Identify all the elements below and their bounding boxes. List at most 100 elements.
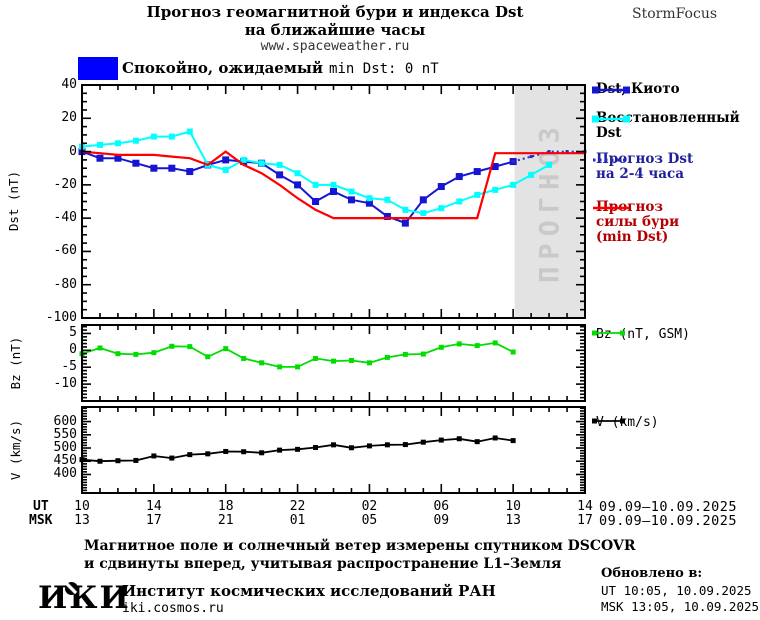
y-tick-label-bz: 0	[69, 342, 77, 358]
marker-bz	[151, 350, 157, 356]
legend-swatch	[593, 158, 629, 162]
marker-v	[295, 446, 301, 452]
x-tick-label-ut: 10	[74, 499, 90, 514]
legend-item-3: Прогноз силы бури (min Dst)	[592, 200, 679, 245]
marker-dst-restored	[366, 195, 373, 202]
marker-bz	[295, 364, 301, 370]
marker-dst-restored	[420, 210, 427, 217]
series-dst-forecast	[512, 150, 585, 163]
page-title: Прогноз геомагнитной бури и индекса Dst	[146, 3, 524, 21]
marker-dst-restored	[96, 141, 103, 148]
marker-dst-restored	[330, 181, 337, 188]
marker-bz	[474, 343, 480, 349]
x-tick-label-msk: 13	[74, 513, 90, 528]
marker-v	[474, 439, 480, 445]
marker-dst-kyoto	[437, 183, 445, 191]
marker-v	[151, 453, 157, 459]
marker-v	[115, 458, 121, 464]
y-tick-label-dst: -40	[53, 210, 77, 226]
marker-dst-restored	[312, 181, 319, 188]
marker-dst-restored	[294, 170, 301, 177]
marker-bz	[348, 357, 354, 363]
legend-swatch	[592, 115, 630, 123]
legend-item-1: Восстановленный Dst	[592, 111, 740, 141]
y-tick-label-bz: -5	[61, 359, 77, 375]
marker-v	[438, 437, 444, 443]
x-tick-label-ut: 02	[361, 499, 378, 514]
marker-bz	[223, 346, 229, 352]
marker-dst-kyoto	[294, 181, 302, 189]
status-banner: Спокойно, ожидаемый min Dst: 0 nT	[122, 59, 439, 77]
marker-bz	[492, 340, 498, 346]
y-tick-label-bz: 5	[69, 325, 77, 341]
y-tick-label-dst: 20	[61, 110, 77, 126]
marker-dst-restored	[150, 133, 157, 140]
y-tick-label-dst: -20	[53, 176, 77, 192]
marker-v	[402, 442, 408, 448]
marker-dst-kyoto	[419, 196, 427, 204]
x-tick-label-msk: 01	[289, 513, 306, 528]
date-range-msk: 09.09–10.09.2025	[599, 513, 738, 529]
marker-v	[187, 452, 193, 458]
x-tick-label-msk: 05	[361, 513, 378, 528]
marker-dst-kyoto	[186, 168, 194, 176]
marker-dst-kyoto	[401, 219, 409, 227]
marker-dst-kyoto	[383, 212, 391, 220]
y-tick-label-dst: -100	[45, 310, 77, 325]
x-tick-label-ut: 14	[146, 499, 162, 514]
marker-bz	[510, 349, 516, 355]
iki-logo-text: ИКИ	[38, 580, 131, 616]
x-tick-label-msk: 13	[505, 513, 521, 528]
panel-frame-dst	[81, 84, 586, 319]
marker-v	[313, 444, 319, 450]
marker-v	[97, 458, 103, 464]
legend-swatch	[592, 418, 625, 424]
marker-dst-restored	[474, 191, 481, 198]
legend-label: V (km/s)	[596, 415, 659, 430]
marker-dst-forecast	[565, 150, 569, 154]
marker-dst-kyoto	[114, 154, 122, 162]
marker-v	[169, 455, 175, 461]
marker-dst-restored	[528, 171, 535, 178]
y-tick-label-v: 500	[53, 440, 77, 455]
marker-bz	[313, 355, 319, 361]
updated-label: Обновлено в:	[601, 566, 703, 581]
legend-label: Восстановленный Dst	[596, 110, 740, 141]
series-storm-forecast	[81, 150, 585, 220]
marker-bz	[187, 344, 193, 350]
marker-v	[348, 445, 354, 451]
marker-v	[366, 443, 372, 449]
marker-bz	[133, 351, 139, 357]
marker-dst-kyoto	[96, 154, 104, 162]
x-tick-label-msk: 17	[146, 513, 162, 528]
y-tick-label-dst: 40	[61, 77, 77, 92]
marker-dst-kyoto	[222, 156, 230, 164]
marker-bz	[97, 345, 103, 351]
side-legend-1: V (km/s)	[592, 415, 659, 430]
marker-dst-kyoto	[473, 168, 481, 176]
marker-dst-kyoto	[150, 164, 158, 172]
marker-v	[259, 450, 265, 456]
x-tick-label-ut: 10	[505, 499, 521, 514]
panel-frame-bz	[81, 324, 586, 402]
legend-item-0: Dst, Киото	[592, 82, 680, 97]
marker-dst-kyoto	[276, 171, 284, 179]
marker-dst-restored	[222, 166, 229, 173]
marker-dst-restored	[438, 205, 445, 212]
marker-dst-restored	[276, 161, 283, 168]
x-tick-label-msk: 21	[217, 513, 234, 528]
source-url: www.spaceweather.ru	[260, 39, 410, 54]
marker-dst-restored	[492, 186, 499, 193]
marker-dst-forecast	[511, 160, 515, 164]
marker-v	[420, 439, 426, 445]
marker-dst-kyoto	[365, 199, 373, 207]
marker-bz	[438, 344, 444, 350]
marker-dst-restored	[546, 161, 553, 168]
marker-v	[205, 451, 211, 457]
marker-dst-restored	[510, 181, 517, 188]
forecast-band	[514, 86, 584, 317]
marker-bz	[169, 343, 175, 349]
status-color-swatch	[78, 57, 118, 80]
legend-swatch	[593, 206, 629, 210]
